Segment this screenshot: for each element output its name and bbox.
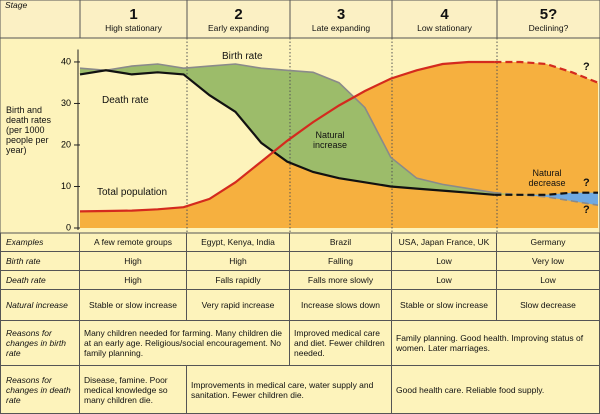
table-cell: Very rapid increase (187, 290, 290, 321)
table-cell: Egypt, Kenya, India (187, 233, 290, 252)
y-tick-label: 20 (61, 139, 71, 149)
stage-label-cell (0, 0, 81, 39)
stage-number: 5? (539, 5, 558, 23)
series-line (494, 60, 599, 84)
stage-header: 1 High stationary (80, 2, 187, 36)
stage-number: 4 (440, 5, 449, 23)
row-label: Examples (0, 233, 80, 252)
table-cell: Germany (497, 233, 600, 252)
stage-name: Declining? (528, 22, 569, 33)
table-cell: Increase slows down (290, 290, 392, 321)
series-line (79, 69, 495, 196)
table-cell: Many children needed for farming. Many c… (80, 321, 290, 366)
stage-name: High stationary (105, 22, 162, 33)
y-tick-label: 40 (61, 56, 71, 66)
y-axis-label: Birth and death rates (per 1000 people p… (6, 105, 52, 155)
row-label: Reasons for changes in death rate (0, 366, 80, 414)
series-line (79, 63, 495, 194)
table-cell: USA, Japan France, UK (392, 233, 497, 252)
table-cell: Disease, famine. Poor medical knowledge … (80, 366, 187, 414)
table-cell: High (187, 252, 290, 271)
stage-number: 3 (336, 5, 346, 23)
annotation: ? (583, 204, 590, 216)
series-line (79, 60, 495, 213)
table-cell: High (80, 252, 187, 271)
table-cell: A few remote groups (80, 233, 187, 252)
table-cell: Improvements in medical care, water supp… (187, 366, 392, 414)
table-cell: Falls rapidly (187, 271, 290, 290)
table-cell: Falling (290, 252, 392, 271)
natural-increase-area (80, 64, 598, 206)
table-cell: Brazil (290, 233, 392, 252)
table-cell: Low (497, 271, 600, 290)
table-cell: Improved medical care and diet. Fewer ch… (290, 321, 392, 366)
stage-name: Low stationary (417, 22, 472, 33)
row-label: Death rate (0, 271, 80, 290)
table-cell: Slow decrease (497, 290, 600, 321)
table-cell: Falls more slowly (290, 271, 392, 290)
stage-number: 1 (129, 5, 138, 23)
annotation: Natural increase (312, 130, 348, 150)
table-cell: Very low (497, 252, 600, 271)
series-line (494, 191, 598, 196)
chart-frame (0, 37, 600, 234)
stage-number: 2 (234, 5, 243, 23)
stage-name: Early expanding (208, 22, 269, 33)
row-label: Birth rate (0, 252, 80, 271)
table-cell: Good health care. Reliable food supply. (392, 366, 600, 414)
stage-header: 3 Late expanding (290, 2, 392, 36)
annotation: ? (583, 177, 590, 189)
stage-header: 5? Declining? (497, 2, 600, 36)
annotation: Natural decrease (528, 168, 566, 188)
table-cell: Stable or slow increase (392, 290, 497, 321)
annotation: ? (583, 61, 590, 73)
row-label: Reasons for changes in birth rate (0, 321, 80, 366)
y-tick-label: 10 (61, 181, 71, 191)
row-label: Natural increase (0, 290, 80, 321)
table-cell: Low (392, 271, 497, 290)
table-cell: Low (392, 252, 497, 271)
stage-label: Stage (5, 0, 28, 10)
table-cell: Family planning. Good health. Improving … (392, 321, 600, 366)
series-label: Death rate (102, 95, 149, 106)
stage-header: 4 Low stationary (392, 2, 497, 36)
y-tick-label: 30 (61, 98, 71, 108)
stage-header: 2 Early expanding (187, 2, 290, 36)
series-label: Total population (97, 187, 168, 198)
table-cell: High (80, 271, 187, 290)
y-tick-label: 0 (66, 222, 71, 232)
stage-name: Late expanding (311, 22, 371, 33)
series-label: Birth rate (222, 51, 263, 62)
table-cell: Stable or slow increase (80, 290, 187, 321)
